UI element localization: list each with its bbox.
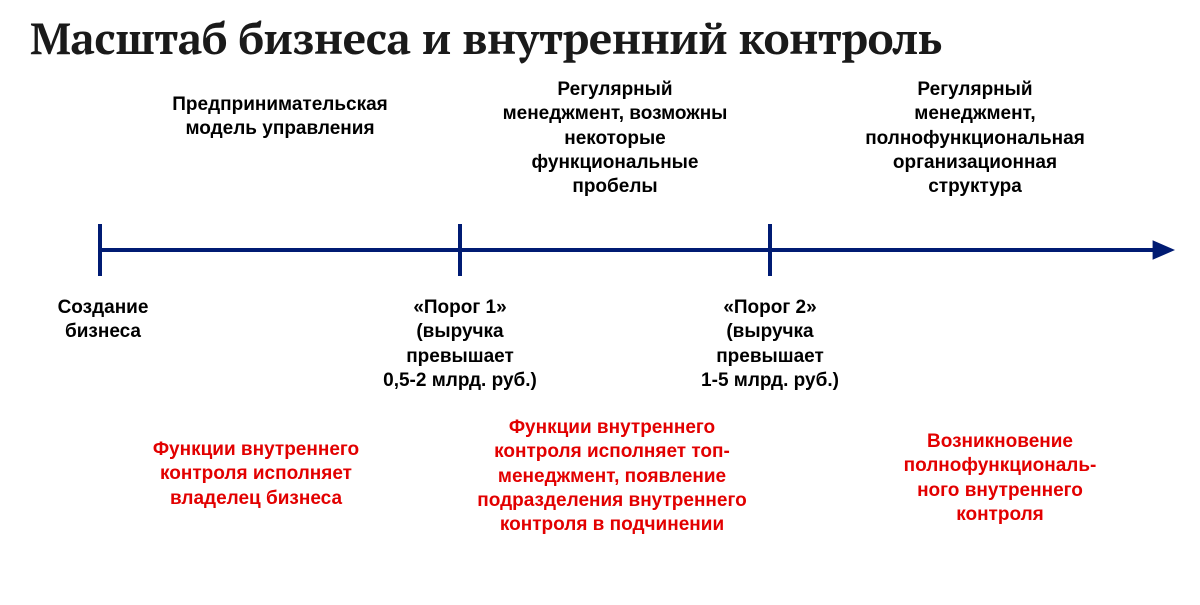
tick-label-2: «Порог 2» (выручка превышает 1-5 млрд. р… [660,296,880,393]
segment-label-above-2: Регулярный менеджмент, полнофункциональн… [825,78,1125,200]
stage-description-1: Функции внутреннего контроля исполняет т… [442,416,782,538]
stage-description-0: Функции внутреннего контроля исполняет в… [106,438,406,511]
timeline-diagram: Предпринимательская модель управления Рег… [0,0,1200,600]
stage-description-2: Возникновение полнофункциональ- ного вну… [850,430,1150,527]
tick-label-1: «Порог 1» (выручка превышает 0,5-2 млрд.… [350,296,570,393]
tick-label-0: Создание бизнеса [23,296,183,345]
segment-label-above-0: Предпринимательская модель управления [140,93,420,142]
segment-label-above-1: Регулярный менеджмент, возможны некоторы… [475,78,755,200]
